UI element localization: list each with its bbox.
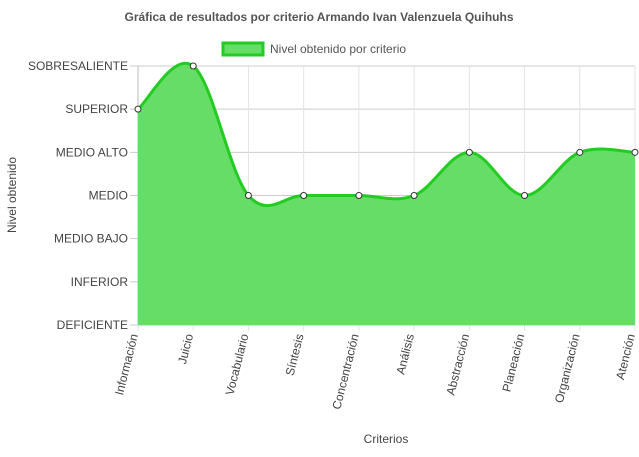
y-tick-label: SUPERIOR: [65, 102, 128, 116]
series-area: [138, 63, 635, 326]
y-tick-label: MEDIO BAJO: [54, 232, 128, 246]
x-axis-title: Criterios: [364, 432, 409, 446]
data-point: [465, 148, 473, 156]
y-tick-label: DEFICIENTE: [57, 318, 128, 332]
chart-title: Gráfica de resultados por criterio Arman…: [125, 10, 514, 24]
x-tick-label: Planeación: [500, 332, 528, 393]
x-tick-label: Organización: [552, 332, 583, 404]
y-tick-label: MEDIO ALTO: [56, 145, 128, 159]
legend-swatch[interactable]: [221, 41, 265, 57]
x-tick-label: Abstracción: [443, 332, 472, 396]
x-tick-label: Síntesis: [283, 332, 307, 377]
legend-label[interactable]: Nivel obtenido por criterio: [270, 42, 406, 56]
data-point: [631, 148, 639, 156]
x-tick-label: Juicio: [175, 332, 196, 365]
series-line: [136, 61, 636, 208]
y-tick-label: MEDIO: [89, 189, 128, 203]
x-tick-label: Vocabulario: [223, 332, 252, 397]
x-tick-label: Atención: [613, 332, 638, 381]
data-point: [521, 192, 529, 199]
y-tick-label: SOBRESALIENTE: [28, 59, 128, 73]
data-point: [244, 192, 252, 199]
x-tick-label: Análisis: [393, 332, 417, 376]
data-point: [134, 105, 142, 113]
y-axis-title: Nivel obtenido: [5, 157, 19, 233]
data-point: [355, 192, 363, 199]
plot-area: DEFICIENTE INFERIOR MEDIO BAJO MEDIO MEDIO A…: [28, 59, 639, 411]
data-point: [410, 192, 418, 199]
x-tick-label: Concentración: [329, 332, 361, 410]
data-point: [576, 148, 584, 156]
x-tick-label: Información: [112, 332, 141, 396]
data-point: [189, 62, 197, 70]
data-point: [300, 192, 308, 199]
y-tick-label: INFERIOR: [71, 275, 129, 289]
